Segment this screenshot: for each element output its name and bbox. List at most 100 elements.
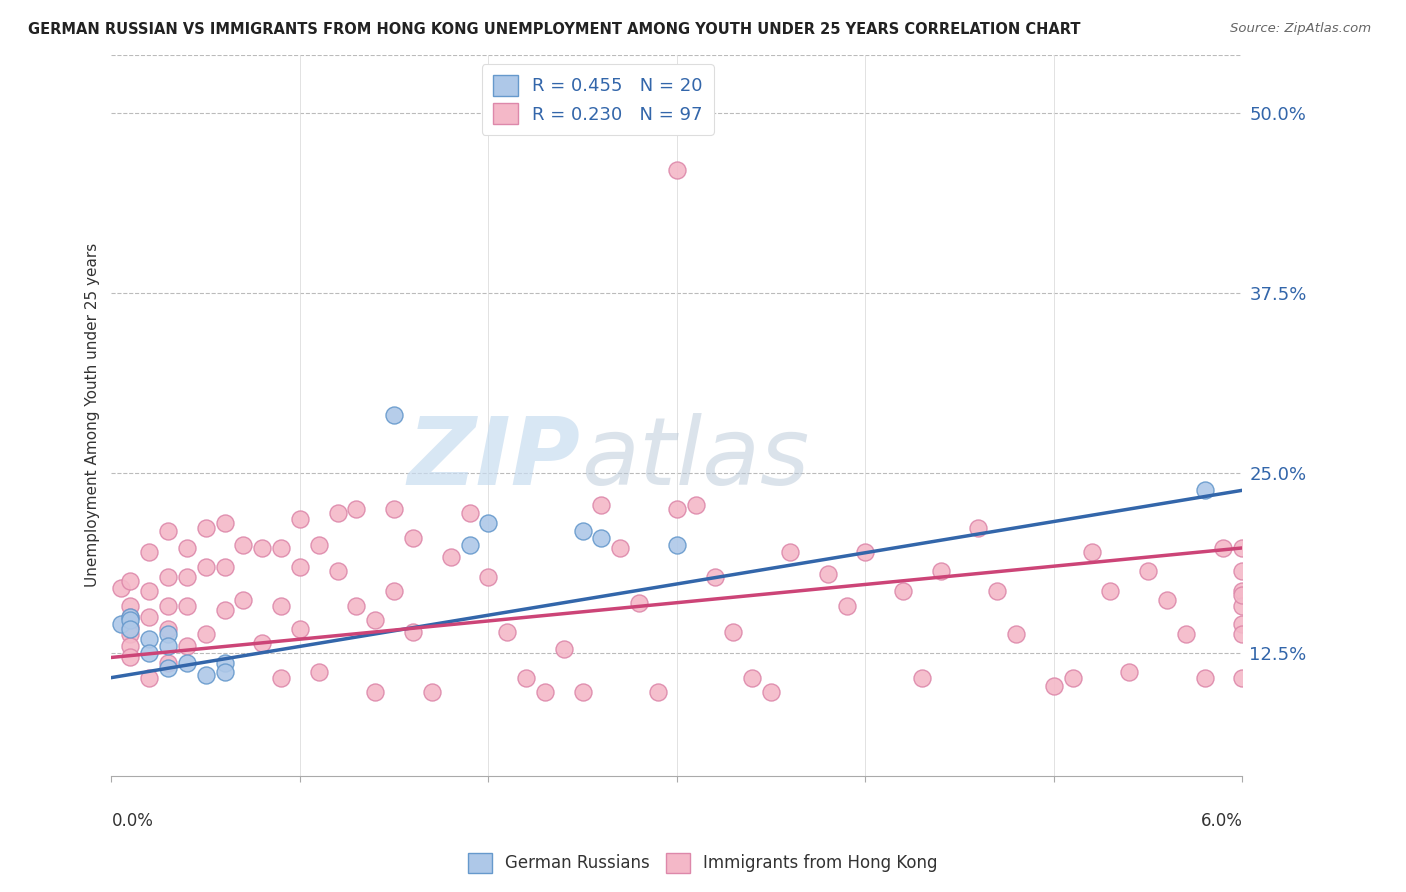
Point xyxy=(458,507,481,521)
Point xyxy=(1232,599,1254,613)
Text: 6.0%: 6.0% xyxy=(1201,812,1243,830)
Point xyxy=(270,671,292,685)
Point xyxy=(120,613,142,627)
Point xyxy=(1194,671,1216,685)
Point xyxy=(120,627,142,641)
Text: GERMAN RUSSIAN VS IMMIGRANTS FROM HONG KONG UNEMPLOYMENT AMONG YOUTH UNDER 25 YE: GERMAN RUSSIAN VS IMMIGRANTS FROM HONG K… xyxy=(28,22,1081,37)
Point xyxy=(156,622,179,636)
Point xyxy=(138,610,160,624)
Point xyxy=(270,599,292,613)
Point xyxy=(138,646,160,660)
Point xyxy=(647,685,669,699)
Point xyxy=(967,521,990,535)
Point xyxy=(194,521,217,535)
Point xyxy=(288,559,311,574)
Point xyxy=(382,409,405,423)
Point xyxy=(759,685,782,699)
Point xyxy=(402,531,425,545)
Point xyxy=(685,498,707,512)
Point xyxy=(138,545,160,559)
Point xyxy=(232,538,254,552)
Legend: German Russians, Immigrants from Hong Kong: German Russians, Immigrants from Hong Ko… xyxy=(461,847,945,880)
Point xyxy=(346,599,368,613)
Point xyxy=(156,599,179,613)
Point xyxy=(214,665,236,679)
Point xyxy=(326,564,349,578)
Point xyxy=(176,570,198,584)
Point xyxy=(138,584,160,599)
Point xyxy=(1137,564,1160,578)
Y-axis label: Unemployment Among Youth under 25 years: Unemployment Among Youth under 25 years xyxy=(86,244,100,588)
Point xyxy=(156,627,179,641)
Point xyxy=(176,599,198,613)
Point xyxy=(571,524,593,538)
Point xyxy=(120,610,142,624)
Point xyxy=(120,574,142,588)
Point xyxy=(288,512,311,526)
Point xyxy=(326,507,349,521)
Point xyxy=(156,524,179,538)
Point xyxy=(665,538,688,552)
Point xyxy=(120,599,142,613)
Point xyxy=(1212,541,1234,555)
Point xyxy=(1232,584,1254,599)
Point xyxy=(120,622,142,636)
Point xyxy=(110,617,132,632)
Point xyxy=(214,657,236,671)
Point xyxy=(176,541,198,555)
Point xyxy=(1232,617,1254,632)
Point xyxy=(891,584,914,599)
Point xyxy=(1043,679,1066,693)
Point xyxy=(156,657,179,671)
Point xyxy=(1118,665,1140,679)
Text: 0.0%: 0.0% xyxy=(111,812,153,830)
Point xyxy=(609,541,631,555)
Legend: R = 0.455   N = 20, R = 0.230   N = 97: R = 0.455 N = 20, R = 0.230 N = 97 xyxy=(482,64,714,135)
Point xyxy=(665,163,688,178)
Point xyxy=(1174,627,1197,641)
Point xyxy=(986,584,1008,599)
Point xyxy=(288,622,311,636)
Point xyxy=(911,671,934,685)
Point xyxy=(214,516,236,531)
Point xyxy=(741,671,763,685)
Point xyxy=(817,566,839,581)
Point xyxy=(402,624,425,639)
Point xyxy=(534,685,557,699)
Point xyxy=(156,639,179,653)
Point xyxy=(194,627,217,641)
Point xyxy=(308,665,330,679)
Point xyxy=(628,596,651,610)
Point xyxy=(176,657,198,671)
Point xyxy=(138,671,160,685)
Point xyxy=(929,564,952,578)
Point xyxy=(591,498,613,512)
Point xyxy=(496,624,519,639)
Point xyxy=(553,641,575,656)
Point xyxy=(364,613,387,627)
Point xyxy=(591,531,613,545)
Text: ZIP: ZIP xyxy=(408,413,581,505)
Point xyxy=(308,538,330,552)
Point xyxy=(571,685,593,699)
Point xyxy=(120,610,142,624)
Point xyxy=(110,582,132,596)
Point xyxy=(138,632,160,646)
Point xyxy=(194,667,217,681)
Point xyxy=(477,516,499,531)
Point xyxy=(270,541,292,555)
Point xyxy=(440,549,463,564)
Point xyxy=(515,671,537,685)
Point xyxy=(1156,592,1178,607)
Point xyxy=(723,624,745,639)
Point xyxy=(346,502,368,516)
Point xyxy=(232,592,254,607)
Point xyxy=(214,603,236,617)
Point xyxy=(853,545,876,559)
Point xyxy=(1232,627,1254,641)
Text: atlas: atlas xyxy=(581,413,808,504)
Point xyxy=(250,636,273,650)
Point xyxy=(1232,671,1254,685)
Point xyxy=(1232,589,1254,603)
Point xyxy=(420,685,443,699)
